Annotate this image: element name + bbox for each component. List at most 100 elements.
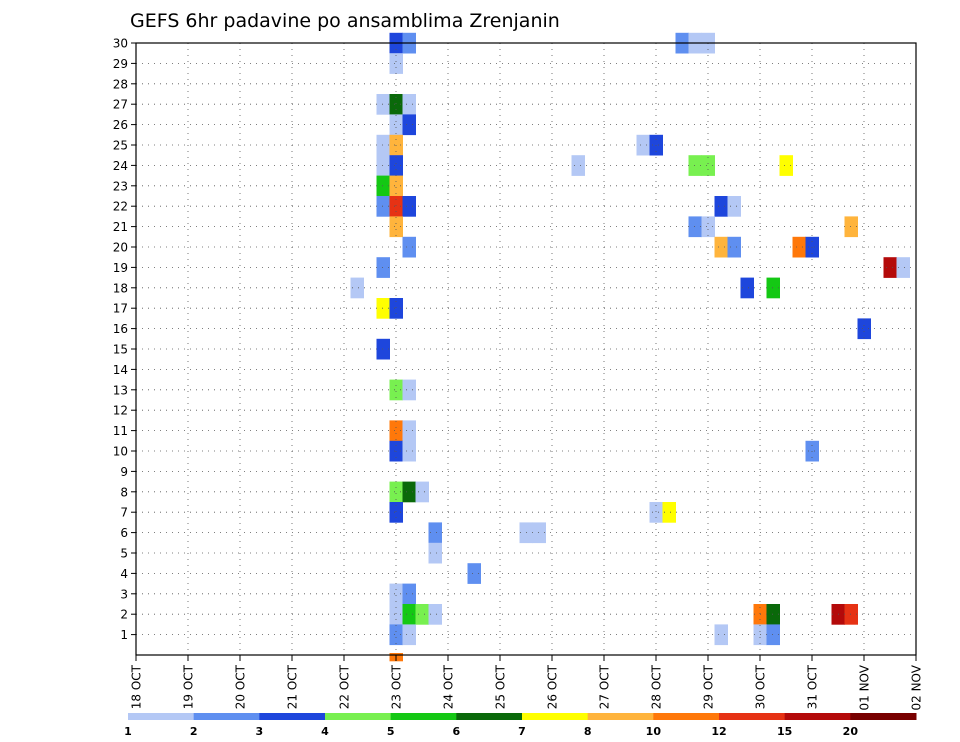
y-tick-label: 18 [113,281,128,295]
x-tick-label: 31 OCT [806,664,820,709]
y-tick-label: 22 [113,200,128,214]
y-tick-label: 3 [120,587,128,601]
colorbar-swatch [522,713,589,720]
y-tick-label: 4 [120,567,128,581]
heatmap-cell [376,155,390,176]
y-tick-label: 16 [113,322,128,336]
heatmap-cell [350,277,364,299]
y-tick-label: 26 [113,118,128,132]
y-tick-label: 20 [113,241,128,255]
y-tick-label: 8 [120,485,128,499]
heatmap-cell [376,298,390,319]
x-tick-label: 24 OCT [442,664,456,709]
colorbar-label: 1 [124,725,132,738]
heatmap-cell [389,379,403,401]
heatmap-cell [402,604,416,625]
heatmap-cell [857,318,871,340]
heatmap-cell [376,94,390,115]
y-tick-label: 2 [120,608,128,622]
x-tick-label: 28 OCT [650,664,664,709]
colorbar-swatch [456,713,523,720]
heatmap-cell [376,257,390,278]
y-tick-label: 27 [113,98,128,112]
x-tick-label: 22 OCT [338,664,352,709]
heatmap-cell [688,216,702,238]
heatmap-cell [649,502,663,523]
heatmap-cell [389,298,403,319]
heatmap-cell [636,134,650,156]
colorbar-label: 7 [518,725,526,738]
heatmap-cell [844,604,858,625]
x-tick-label: 02 NOV [910,664,924,710]
colorbar-swatch [653,713,720,720]
colorbar-legend: 1 2 3 4 5 6 7 8 10 12 15 20 [124,713,917,738]
heatmap-cell [727,196,741,217]
colorbar-label: 10 [646,725,662,738]
colorbar-label: 12 [711,725,726,738]
heatmap-cell [701,216,715,238]
y-tick-label: 21 [113,220,128,234]
heatmap-cell [402,236,416,258]
colorbar-label: 8 [584,725,592,738]
heatmap-cell [402,624,416,646]
colorbar-swatch [850,713,917,720]
heatmap-cell [415,604,429,625]
heatmap-cell [402,481,416,503]
y-tick-label: 17 [113,302,128,316]
heatmap-cell [389,624,403,646]
y-tick-label: 24 [113,159,128,173]
heatmap-cell [714,196,728,217]
heatmap-cell [766,277,780,299]
heatmap-cell [714,236,728,258]
y-tick-label: 6 [120,526,128,540]
gridlines [136,42,916,655]
colorbar-swatch [128,713,195,720]
heatmap-cells [350,32,910,662]
y-tick-label: 29 [113,57,128,71]
heatmap-cell [389,420,403,442]
heatmap-cell [389,604,403,625]
colorbar-swatch [193,713,260,720]
x-tick-label: 27 OCT [598,664,612,709]
heatmap-cell [532,522,546,544]
x-tick-label: 18 OCT [130,664,144,709]
heatmap-cell [376,196,390,217]
heatmap-cell [389,196,403,217]
y-tick-label: 14 [113,363,128,377]
heatmap-cell [389,216,403,238]
heatmap-cell [467,563,481,584]
heatmap-cell [402,420,416,442]
y-tick-label: 25 [113,139,128,153]
heatmap-cell [376,134,390,156]
y-tick-label: 11 [113,424,128,438]
heatmap-cell [766,604,780,625]
heatmap-cell [402,94,416,115]
heatmap-cell [662,502,676,523]
x-tick-label: 25 OCT [494,664,508,709]
y-tick-label: 28 [113,77,128,91]
y-tick-label: 12 [113,404,128,418]
heatmap-cell [571,155,585,176]
y-tick-label: 10 [113,445,128,459]
y-tick-label: 13 [113,383,128,397]
heatmap-cell [402,440,416,462]
y-tick-label: 15 [113,343,128,357]
colorbar-swatch [390,713,457,720]
x-tick-label: 19 OCT [182,664,196,709]
heatmap-cell [740,277,754,299]
heatmap-cell [389,502,403,523]
heatmap-cell [389,53,403,74]
heatmap-cell [389,94,403,115]
heatmap-cell [714,624,728,646]
heatmap-cell [727,236,741,258]
y-tick-label: 9 [120,465,128,479]
heatmap-cell [428,542,442,564]
heatmap-cell [402,114,416,136]
heatmap-cell [402,196,416,217]
colorbar-label: 2 [190,725,198,738]
x-tick-label: 01 NOV [858,664,872,710]
colorbar-swatch [325,713,392,720]
y-tick-label: 19 [113,261,128,275]
heatmap-cell [792,236,806,258]
